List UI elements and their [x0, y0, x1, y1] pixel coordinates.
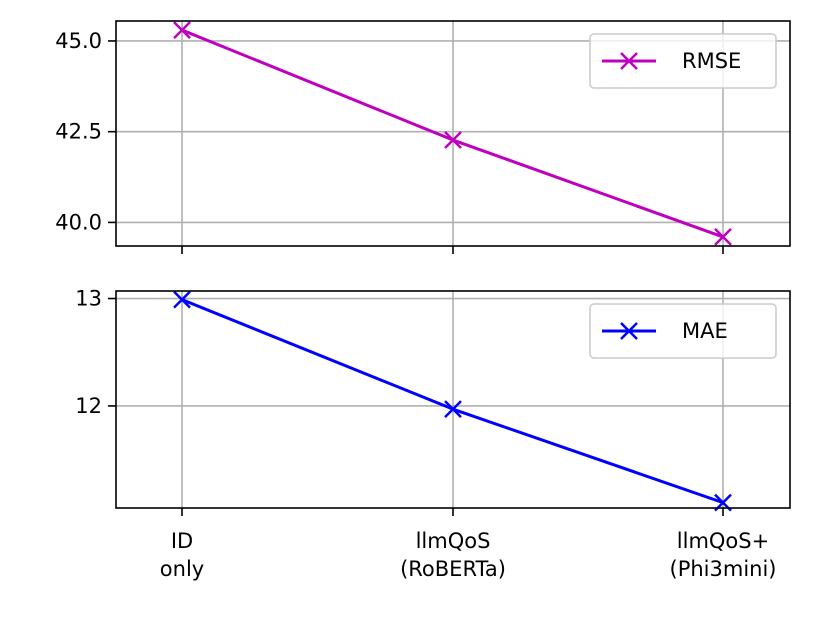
data-point-rmse: [173, 21, 191, 39]
data-point-rmse: [714, 228, 732, 246]
plot-frame: [115, 20, 791, 247]
legend-mae: MAE: [589, 303, 777, 359]
x-tick-label: llmQoS+ (Phi3mini): [670, 529, 777, 581]
x-tick-label: ID only: [160, 529, 204, 581]
legend-rmse: RMSE: [589, 33, 777, 89]
y-tick-label: 45.0: [55, 29, 102, 53]
x-tick-label: llmQoS (RoBERTa): [400, 529, 506, 581]
plot-frame: [115, 290, 791, 509]
legend-label: MAE: [682, 319, 728, 343]
data-point-mae: [444, 400, 462, 419]
data-point-rmse: [444, 131, 462, 149]
y-tick-label: 12: [75, 394, 102, 418]
legend-label: RMSE: [682, 49, 741, 73]
chart-panel-2: 12 13 MAE ID only llmQoS (RoBERTa) llmQoS+ (Phi3…: [75, 287, 791, 581]
data-point-mae: [173, 290, 191, 309]
chart-panel-1: 40.0 42.5 45.0 RMSE: [55, 20, 791, 254]
y-tick-label: 40.0: [55, 210, 102, 234]
y-tick-label: 42.5: [55, 120, 102, 144]
y-tick-label: 13: [75, 287, 102, 311]
